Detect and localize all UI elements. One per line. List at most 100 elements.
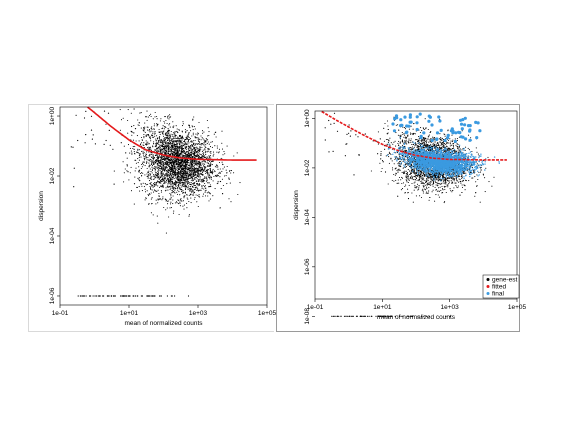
- gene-point: [144, 155, 146, 158]
- gene-point: [177, 152, 179, 155]
- gene-point: [150, 181, 152, 183]
- gene-point: [132, 146, 134, 148]
- gene-point: [407, 181, 409, 184]
- gene-point: [427, 177, 429, 179]
- y-tick-label: 1e-04: [49, 227, 56, 244]
- gene-point: [186, 183, 188, 185]
- gene-point: [140, 112, 142, 114]
- gene-point: [181, 200, 183, 202]
- gene-point: [202, 152, 204, 155]
- gene-point: [158, 168, 160, 170]
- gene-point: [176, 158, 178, 160]
- gene-point: [143, 142, 145, 144]
- gene-point: [392, 143, 394, 145]
- gene-point: [151, 162, 153, 164]
- gene-point: [144, 199, 146, 201]
- chart-panel-left: 1e-01 1e+01 1e+03 1e+05 1e+00 1e-02 1e-04 1e-0…: [28, 104, 277, 332]
- gene-point: [188, 187, 190, 189]
- gene-point: [184, 192, 186, 194]
- y-tick-label: 1e+00: [49, 107, 56, 126]
- gene-point: [148, 155, 150, 157]
- gene-point: [159, 170, 161, 172]
- gene-point: [162, 149, 164, 151]
- gene-point: [189, 166, 191, 168]
- gene-point: [153, 143, 155, 145]
- gene-point: [148, 114, 151, 117]
- gene-point: [160, 118, 162, 120]
- gene-point: [195, 155, 197, 157]
- gene-point: [133, 203, 135, 205]
- gene-point: [408, 155, 411, 157]
- gene-point: [176, 191, 178, 193]
- gene-point: [174, 174, 177, 177]
- gene-point: [153, 162, 155, 164]
- gene-point: [226, 145, 228, 147]
- gene-point: [181, 177, 183, 180]
- gene-point: [170, 195, 172, 197]
- gene-point: [172, 132, 174, 134]
- gene-point: [179, 144, 181, 146]
- gene-point: [109, 144, 111, 146]
- gene-point: [392, 169, 394, 171]
- gene-point: [223, 175, 226, 177]
- gene-point: [164, 139, 166, 141]
- gene-point: [169, 116, 171, 118]
- gene-point: [176, 143, 178, 146]
- gene-point: [195, 194, 197, 196]
- gene-point: [126, 164, 128, 166]
- gene-point: [187, 136, 189, 138]
- gene-point: [172, 188, 174, 190]
- gene-point: [198, 138, 200, 141]
- gene-point: [160, 189, 162, 192]
- gene-point: [161, 149, 163, 152]
- gene-point: [196, 143, 198, 145]
- gene-point: [150, 136, 152, 138]
- gene-point: [138, 186, 140, 188]
- gene-point: [189, 163, 191, 165]
- gene-point: [179, 201, 181, 203]
- gene-point: [432, 143, 434, 146]
- gene-point: [484, 177, 486, 179]
- gene-point: [170, 157, 172, 160]
- gene-point: [202, 178, 204, 180]
- gene-point: [167, 146, 169, 148]
- gene-point: [190, 141, 192, 143]
- gene-point: [201, 181, 203, 183]
- gene-point: [140, 150, 143, 152]
- gene-point: [150, 148, 152, 150]
- gene-point: [175, 125, 177, 127]
- gene-point: [213, 133, 215, 135]
- gene-point: [431, 184, 433, 186]
- gene-point: [191, 186, 193, 188]
- gene-point: [189, 164, 191, 166]
- gene-point: [154, 131, 156, 133]
- gene-point: [173, 142, 175, 144]
- zero-point: [174, 295, 176, 297]
- gene-point: [172, 166, 174, 168]
- gene-point: [143, 186, 145, 188]
- gene-point: [161, 176, 163, 178]
- gene-point: [191, 190, 193, 192]
- gene-point: [219, 168, 221, 170]
- gene-point: [202, 153, 205, 156]
- gene-point: [192, 145, 194, 148]
- gene-point: [173, 143, 176, 145]
- gene-point: [167, 148, 169, 150]
- gene-point: [140, 167, 142, 170]
- gene-point: [195, 167, 197, 170]
- gene-point: [183, 141, 186, 143]
- gene-point: [201, 161, 203, 163]
- gene-point: [164, 146, 166, 148]
- gene-point: [143, 134, 145, 136]
- gene-point: [166, 167, 168, 169]
- gene-point: [70, 146, 72, 148]
- gene-point: [171, 154, 173, 157]
- gene-point: [142, 182, 144, 184]
- gene-point: [194, 148, 197, 150]
- gene-point: [169, 198, 171, 200]
- gene-point: [210, 162, 212, 164]
- gene-point: [452, 144, 454, 146]
- gene-point: [173, 140, 175, 142]
- gene-point: [206, 176, 208, 178]
- gene-point: [134, 145, 136, 147]
